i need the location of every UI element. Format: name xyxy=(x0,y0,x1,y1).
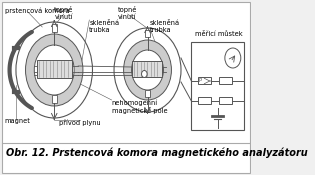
Bar xyxy=(52,24,57,32)
Text: magnet: magnet xyxy=(5,118,31,124)
Bar xyxy=(192,42,244,130)
Text: topné
vinutí: topné vinutí xyxy=(118,6,137,20)
Bar xyxy=(219,77,232,84)
Bar xyxy=(37,60,72,78)
Text: přívod plynu: přívod plynu xyxy=(59,120,100,127)
Circle shape xyxy=(132,50,163,90)
Circle shape xyxy=(26,34,83,106)
Text: Obr. 12. Prstencová komora magnetického analyzátoru: Obr. 12. Prstencová komora magnetického … xyxy=(6,148,308,158)
Bar xyxy=(219,97,232,104)
Text: skleněná
trubka: skleněná trubka xyxy=(150,20,180,33)
Bar xyxy=(198,77,210,84)
Circle shape xyxy=(114,28,181,112)
Bar xyxy=(52,95,57,103)
Text: P: P xyxy=(198,79,202,83)
Text: měřicí můstek: měřicí můstek xyxy=(195,31,242,37)
Text: skleněná
trubka: skleněná trubka xyxy=(89,20,119,33)
Circle shape xyxy=(225,48,241,68)
Bar xyxy=(145,90,150,97)
Circle shape xyxy=(34,45,74,95)
Circle shape xyxy=(141,71,147,78)
Text: prstencová komora: prstencová komora xyxy=(5,8,69,15)
Circle shape xyxy=(16,22,93,118)
Text: nehomogenní
magnetické pole: nehomogenní magnetické pole xyxy=(112,99,167,114)
Bar xyxy=(132,61,162,77)
Circle shape xyxy=(123,40,171,100)
Bar xyxy=(145,30,150,37)
Text: topné
vinutí: topné vinutí xyxy=(54,6,73,20)
Bar xyxy=(198,97,210,104)
